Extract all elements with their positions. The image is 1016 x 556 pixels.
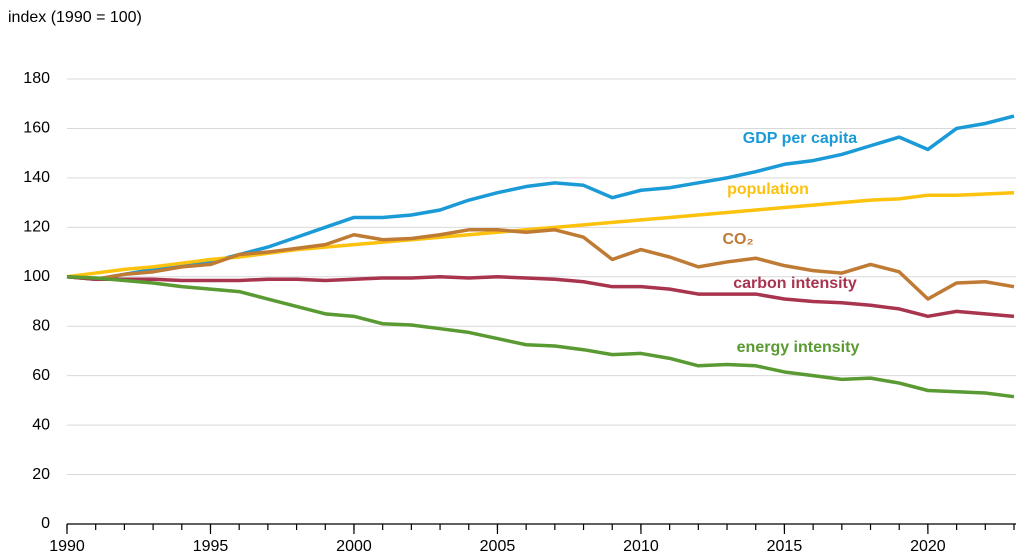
y-tick-label: 80 — [32, 317, 50, 334]
y-tick-label: 60 — [32, 367, 50, 384]
y-tick-label: 160 — [23, 120, 50, 137]
y-tick-label: 180 — [23, 70, 50, 87]
series-label: energy intensity — [737, 339, 860, 356]
x-tick-label: 2020 — [910, 538, 946, 555]
y-tick-label: 140 — [23, 169, 50, 186]
y-axis-label: index (1990 = 100) — [8, 9, 142, 26]
line-series — [66, 275, 1015, 319]
line-series — [66, 114, 1015, 281]
x-tick-label: 1990 — [49, 538, 85, 555]
y-tick-label: 0 — [41, 515, 50, 532]
y-tick-label: 40 — [32, 416, 50, 433]
series-label: CO₂ — [722, 231, 753, 248]
series-label: carbon intensity — [733, 275, 857, 292]
x-tick-label: 2015 — [767, 538, 803, 555]
series-label: population — [727, 181, 809, 198]
y-tick-label: 20 — [32, 466, 50, 483]
y-tick-label: 100 — [23, 268, 50, 285]
series-label: GDP per capita — [743, 130, 858, 147]
x-tick-label: 1995 — [193, 538, 229, 555]
line-series — [66, 228, 1015, 301]
x-tick-label: 2010 — [623, 538, 659, 555]
line-series — [66, 275, 1015, 399]
x-tick-label: 2005 — [480, 538, 516, 555]
y-tick-label: 120 — [23, 219, 50, 236]
x-tick-label: 2000 — [336, 538, 372, 555]
